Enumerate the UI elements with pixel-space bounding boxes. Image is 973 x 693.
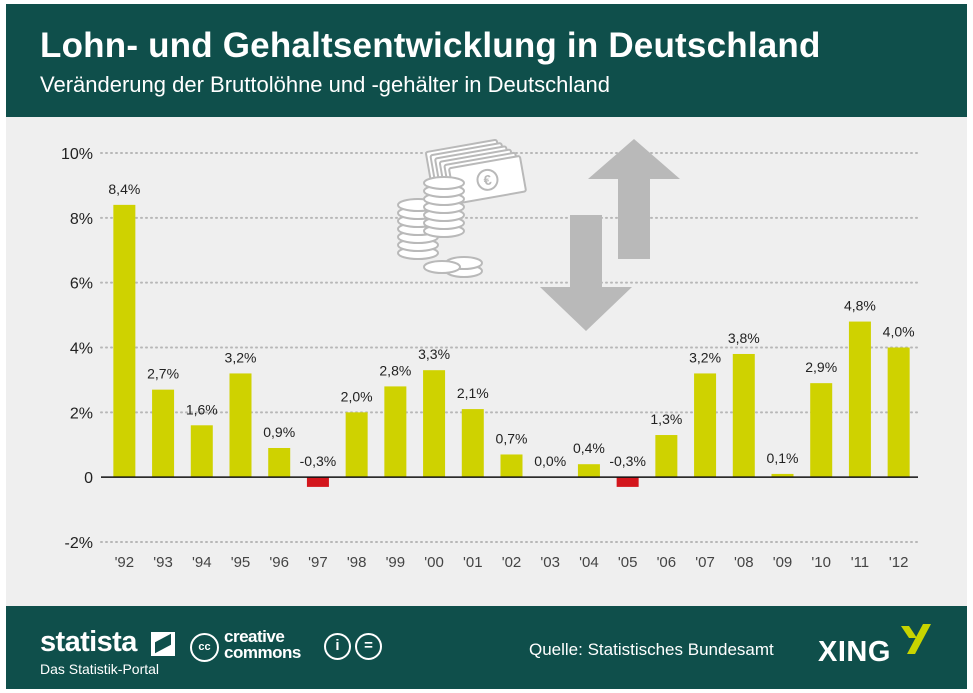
data-label: 2,0% xyxy=(341,388,373,404)
data-label: 3,2% xyxy=(689,349,721,365)
x-tick-label: '01 xyxy=(463,554,483,571)
data-label: 2,7% xyxy=(147,366,179,382)
header-banner: Lohn- und Gehaltsentwicklung in Deutschl… xyxy=(6,4,967,117)
data-label: 1,6% xyxy=(186,401,218,417)
x-tick-label: '99 xyxy=(386,554,406,571)
bar xyxy=(461,409,484,478)
cc-line-1: creative xyxy=(224,627,285,646)
bar xyxy=(229,373,252,478)
bar xyxy=(694,373,717,478)
gridlines xyxy=(100,152,919,543)
data-label: 3,2% xyxy=(225,349,257,365)
bar xyxy=(268,447,291,478)
bar xyxy=(810,383,833,478)
chart-area: € xyxy=(6,117,967,606)
xing-logo: XING xyxy=(818,636,891,668)
attribution-icon: i xyxy=(324,633,351,660)
bar xyxy=(306,477,329,487)
footer-banner: statista Das Statistik-Portal cc creativ… xyxy=(6,606,967,689)
x-tick-label: '04 xyxy=(579,554,599,571)
y-axis-ticks: 10% 8% 6% 4% 2% 0 -2% xyxy=(61,146,93,552)
bar xyxy=(190,425,213,478)
data-label: 4,8% xyxy=(844,298,876,314)
x-tick-label: '12 xyxy=(889,554,909,571)
arrow-down-icon xyxy=(540,215,632,331)
data-labels: 8,4% 2,7% 1,6% 3,2% 0,9% -0,3% 2,0% 2,8% 3,3% 2,1… xyxy=(108,181,914,469)
bar xyxy=(152,389,175,478)
x-tick-label: '08 xyxy=(734,554,754,571)
chart-title: Lohn- und Gehaltsentwicklung in Deutschl… xyxy=(40,26,821,65)
coin-stack-icon: € xyxy=(397,138,527,278)
cc-line-2: commons xyxy=(224,643,301,662)
data-label: 1,3% xyxy=(650,411,682,427)
xing-x-icon xyxy=(901,624,931,654)
x-tick-label: '03 xyxy=(540,554,560,571)
x-tick-label: '95 xyxy=(231,554,251,571)
data-label: -0,3% xyxy=(300,453,337,469)
statista-tagline: Das Statistik-Portal xyxy=(40,661,160,677)
bar xyxy=(732,353,755,478)
x-tick-label: '09 xyxy=(773,554,793,571)
x-tick-label: '05 xyxy=(618,554,638,571)
creative-commons-icon: cc xyxy=(190,633,219,662)
data-label: 2,8% xyxy=(379,362,411,378)
x-tick-label: '96 xyxy=(269,554,289,571)
data-label: 0,7% xyxy=(496,430,528,446)
data-label: -0,3% xyxy=(609,453,646,469)
data-label: 2,1% xyxy=(457,385,489,401)
bar xyxy=(887,347,910,478)
bar xyxy=(616,477,639,487)
bar xyxy=(848,321,871,478)
y-tick-label: 0 xyxy=(84,470,93,487)
source-note: Quelle: Statistisches Bundesamt xyxy=(529,640,774,659)
arrow-up-icon xyxy=(588,139,680,259)
x-tick-label: '98 xyxy=(347,554,367,571)
statista-mark-icon xyxy=(151,632,175,656)
bar xyxy=(771,473,794,478)
y-tick-label: -2% xyxy=(65,535,93,552)
y-tick-label: 4% xyxy=(70,341,93,358)
x-tick-label: '97 xyxy=(308,554,328,571)
no-derivatives-icon: = xyxy=(355,633,382,660)
bar xyxy=(500,454,523,478)
chart-subtitle: Veränderung der Bruttolöhne und -gehälte… xyxy=(40,72,610,97)
statista-logo: statista xyxy=(40,626,137,658)
bar xyxy=(345,412,368,478)
bar-chart: € xyxy=(61,138,919,571)
data-label: 0,1% xyxy=(767,450,799,466)
x-tick-label: '06 xyxy=(657,554,677,571)
bar xyxy=(423,370,446,478)
x-tick-label: '93 xyxy=(153,554,173,571)
x-tick-label: '10 xyxy=(811,554,831,571)
x-tick-label: '94 xyxy=(192,554,212,571)
data-label: 0,4% xyxy=(573,440,605,456)
data-label: 0,9% xyxy=(263,424,295,440)
y-tick-label: 2% xyxy=(70,405,93,422)
svg-text:€: € xyxy=(482,171,493,188)
bar xyxy=(384,386,407,478)
money-arrows-illustration: € xyxy=(397,138,680,331)
bar xyxy=(655,435,678,478)
x-tick-label: '07 xyxy=(695,554,715,571)
y-tick-label: 10% xyxy=(61,146,93,163)
data-label: 3,8% xyxy=(728,330,760,346)
data-label: 8,4% xyxy=(108,181,140,197)
x-tick-label: '11 xyxy=(851,554,869,571)
creative-commons-label: creative commons xyxy=(224,627,301,662)
y-tick-label: 6% xyxy=(70,276,93,293)
bar xyxy=(113,204,136,478)
bar xyxy=(577,464,600,478)
x-tick-label: '00 xyxy=(424,554,444,571)
y-tick-label: 8% xyxy=(70,211,93,228)
data-label: 2,9% xyxy=(805,359,837,375)
data-label: 4,0% xyxy=(883,324,915,340)
x-tick-label: '02 xyxy=(502,554,522,571)
bars xyxy=(113,204,910,487)
data-label: 3,3% xyxy=(418,346,450,362)
x-axis-ticks: '92 '93 '94 '95 '96 '97 '98 '99 '00 '01 '02 '03 '04 '… xyxy=(115,554,909,571)
x-tick-label: '92 xyxy=(115,554,135,571)
data-label: 0,0% xyxy=(534,453,566,469)
infographic: Lohn- und Gehaltsentwicklung in Deutschl… xyxy=(6,4,967,689)
